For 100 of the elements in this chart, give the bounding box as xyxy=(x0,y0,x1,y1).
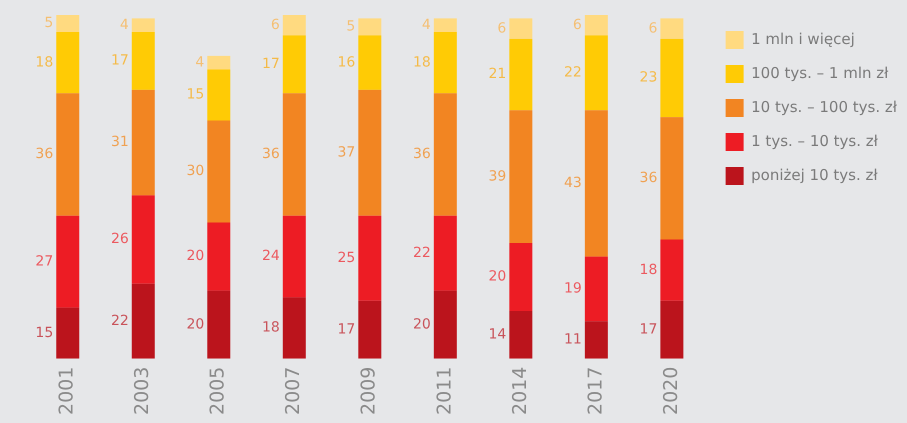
bar xyxy=(584,321,608,359)
bar xyxy=(660,38,684,118)
bar xyxy=(660,117,684,240)
bar xyxy=(282,15,306,36)
legend-label: 10 tys. – 100 tys. zł xyxy=(751,98,898,116)
bar xyxy=(207,69,230,120)
data-label: 15 xyxy=(35,324,54,341)
data-label: 6 xyxy=(648,20,658,36)
bar xyxy=(282,216,306,298)
data-label: 19 xyxy=(564,280,582,297)
bar xyxy=(282,35,306,94)
bar xyxy=(132,90,155,196)
data-label: 17 xyxy=(640,321,658,338)
x-tick-label: 2005 xyxy=(206,366,229,416)
data-label: 25 xyxy=(337,250,356,266)
bar xyxy=(132,32,155,90)
data-label: 20 xyxy=(186,248,204,264)
data-label: 20 xyxy=(488,268,506,285)
bar xyxy=(434,290,457,359)
bar xyxy=(509,110,532,243)
data-label: 17 xyxy=(110,52,129,69)
bar xyxy=(132,18,155,32)
legend-label: 1 tys. – 10 tys. zł xyxy=(751,132,879,150)
x-tick-label: 2017 xyxy=(584,366,606,416)
bar xyxy=(509,38,532,110)
data-label: 11 xyxy=(564,332,582,348)
x-tick-label: 2003 xyxy=(131,366,154,416)
bar xyxy=(660,300,684,359)
data-label: 22 xyxy=(412,244,431,261)
data-label: 36 xyxy=(35,146,54,162)
bar xyxy=(358,300,382,359)
bar xyxy=(358,35,382,90)
data-label: 15 xyxy=(186,86,204,103)
bar xyxy=(660,18,684,39)
data-label: 36 xyxy=(262,146,280,162)
data-label: 31 xyxy=(110,134,129,150)
x-tick-label: 2001 xyxy=(56,366,78,416)
bar xyxy=(56,15,80,32)
bar xyxy=(434,32,457,94)
bar xyxy=(56,308,80,359)
data-label: 14 xyxy=(488,326,506,342)
data-label: 6 xyxy=(572,16,582,33)
bar xyxy=(584,256,608,322)
bar xyxy=(434,93,457,216)
x-tick-label: 2009 xyxy=(358,366,380,416)
bar xyxy=(434,216,457,291)
bar xyxy=(358,18,382,36)
data-label: 27 xyxy=(35,253,54,270)
bar xyxy=(207,290,230,359)
data-label: 24 xyxy=(262,248,280,264)
data-label: 23 xyxy=(640,70,658,86)
data-label: 4 xyxy=(195,54,204,70)
bar xyxy=(56,216,80,308)
data-label: 22 xyxy=(110,312,129,329)
bar xyxy=(207,120,230,223)
bar xyxy=(282,297,306,359)
data-label: 20 xyxy=(412,316,431,332)
data-label: 17 xyxy=(262,56,280,72)
bar xyxy=(207,56,230,70)
bar xyxy=(509,311,532,359)
data-label: 37 xyxy=(337,144,356,160)
bar xyxy=(56,93,80,216)
data-label: 43 xyxy=(564,175,582,192)
data-label: 6 xyxy=(497,20,506,36)
data-label: 18 xyxy=(262,320,280,336)
data-label: 20 xyxy=(186,316,204,332)
x-tick-label: 2014 xyxy=(508,366,531,416)
bar xyxy=(132,284,155,359)
data-label: 5 xyxy=(44,15,54,32)
bar xyxy=(282,93,306,216)
legend-label: 100 tys. – 1 mln zł xyxy=(751,64,890,82)
data-label: 18 xyxy=(640,262,658,278)
data-label: 6 xyxy=(270,16,280,33)
bar xyxy=(584,15,608,36)
bar xyxy=(207,222,230,291)
data-label: 36 xyxy=(640,170,658,186)
x-tick-label: 2011 xyxy=(433,366,456,416)
bar xyxy=(509,18,532,39)
bar xyxy=(434,18,457,32)
data-label: 21 xyxy=(488,66,506,82)
x-tick-label: 2007 xyxy=(282,366,304,416)
data-label: 22 xyxy=(564,64,582,80)
data-label: 18 xyxy=(35,54,54,70)
legend-label: 1 mln i więcej xyxy=(751,30,855,48)
bar xyxy=(358,90,382,216)
bar xyxy=(358,216,382,301)
bar xyxy=(584,110,608,257)
data-label: 17 xyxy=(337,321,356,338)
data-label: 4 xyxy=(120,16,129,33)
bar xyxy=(56,32,80,94)
data-label: 4 xyxy=(422,16,431,33)
data-label: 30 xyxy=(186,163,204,180)
data-label: 26 xyxy=(110,231,129,248)
data-label: 18 xyxy=(412,54,431,70)
data-label: 16 xyxy=(337,54,356,70)
data-label: 39 xyxy=(488,168,506,184)
legend-label: poniżej 10 tys. zł xyxy=(751,166,878,184)
data-label: 5 xyxy=(346,18,356,35)
bar xyxy=(584,35,608,110)
x-tick-label: 2020 xyxy=(660,366,682,416)
